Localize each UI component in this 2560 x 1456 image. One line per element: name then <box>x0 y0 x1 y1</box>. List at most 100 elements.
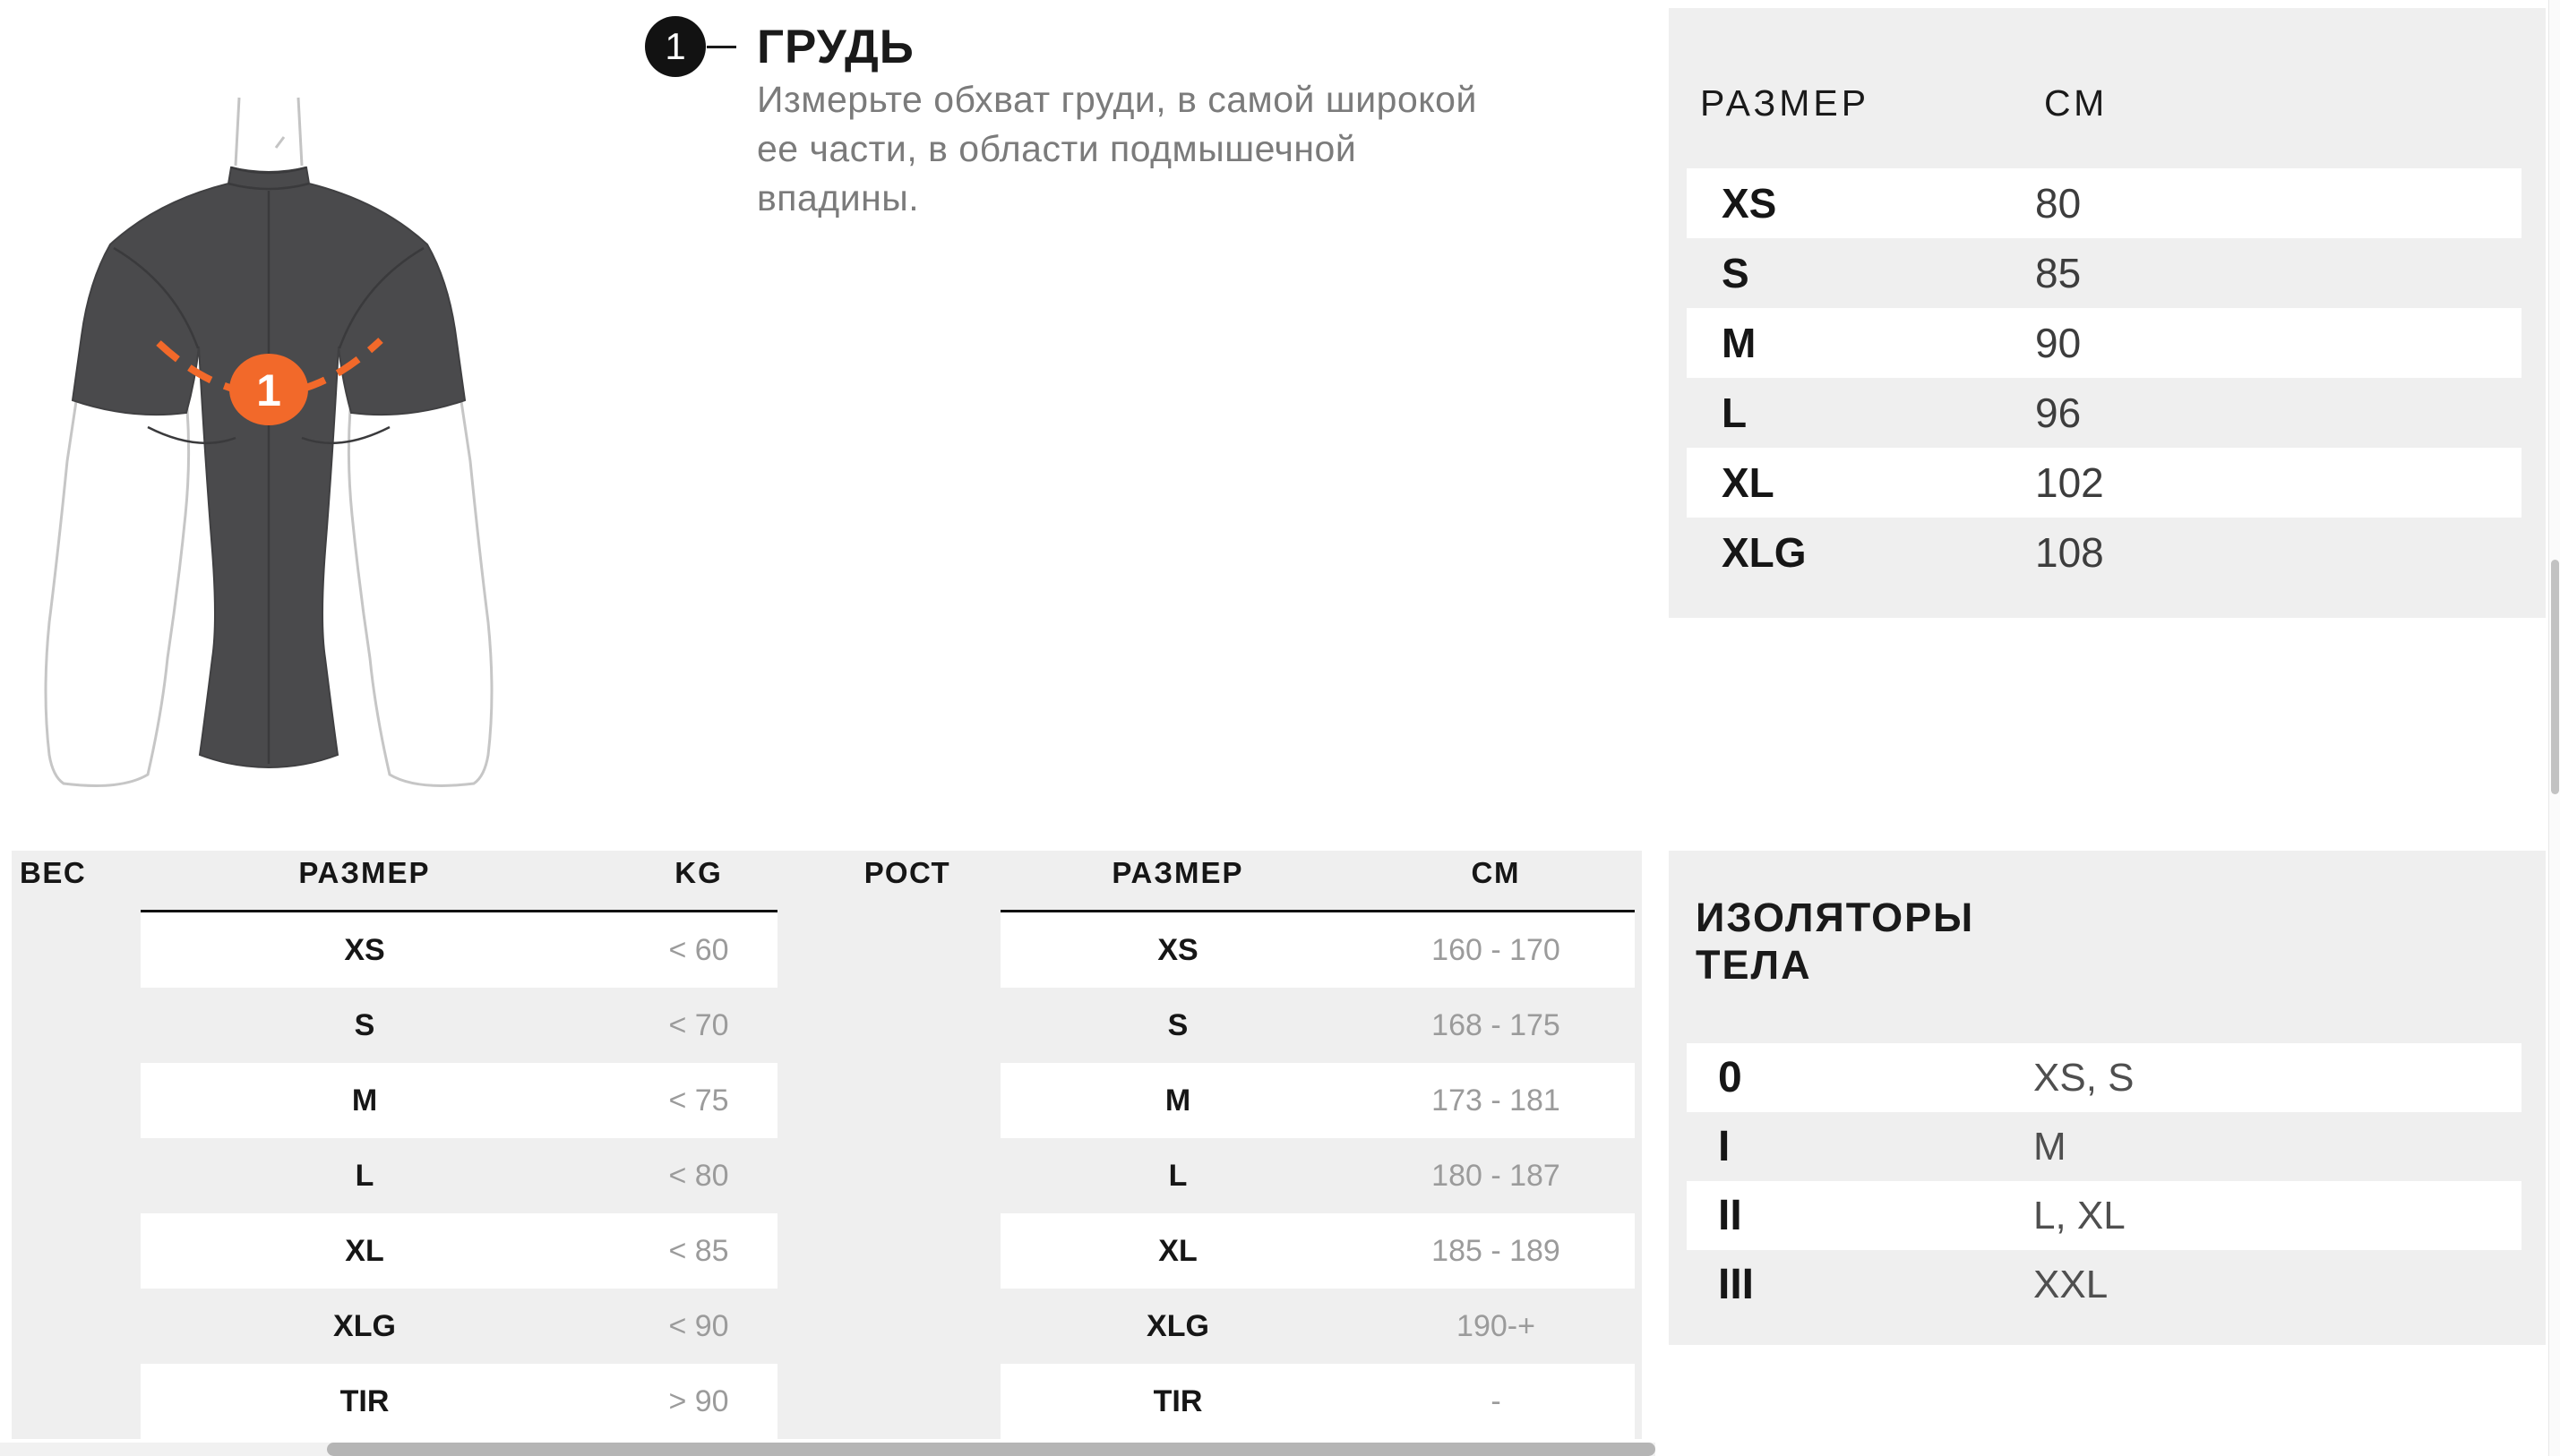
size-value: 85 <box>2035 250 2082 296</box>
size-label: L <box>1722 390 1748 436</box>
size-value: 108 <box>2035 529 2104 576</box>
table-row: XLG < 90 <box>141 1289 777 1364</box>
size-label: S <box>354 1008 375 1042</box>
insulator-sizes-value: L, XL <box>2033 1194 2126 1238</box>
table-divider <box>1001 910 1635 912</box>
height-group-label: РОСТ <box>863 856 951 889</box>
table-row: XS < 60 <box>141 912 777 988</box>
height-value: - <box>1490 1384 1501 1418</box>
step-description: Измерьте обхват груди, в самой широкой ее… <box>757 75 1477 223</box>
insulator-level-label: I <box>1718 1123 1731 1170</box>
insulator-level-label: II <box>1718 1192 1742 1239</box>
table-row: TIR > 90 <box>141 1364 777 1439</box>
height-table-header-unit: СМ <box>1471 856 1521 889</box>
weight-value: < 85 <box>668 1234 729 1268</box>
size-label: XLG <box>1722 529 1807 576</box>
size-label: TIR <box>339 1384 390 1418</box>
weight-value: < 75 <box>668 1083 729 1118</box>
size-value: 96 <box>2035 390 2082 436</box>
size-label: L <box>1168 1159 1188 1193</box>
weight-table-header-size: РАЗМЕР <box>298 856 431 889</box>
size-label: XLG <box>1147 1309 1209 1343</box>
weight-table: РАЗМЕР KG XS < 60 S < 70 M < 75 L < 80 X… <box>141 851 777 1439</box>
size-value: 90 <box>2035 320 2082 366</box>
vertical-scrollbar-thumb[interactable] <box>2551 560 2559 794</box>
height-value: 180 - 187 <box>1431 1159 1560 1193</box>
step-number-badge: 1 <box>645 16 706 77</box>
weight-height-panel: ВЕС РОСТ РАЗМЕР KG XS < 60 S < 70 M < 75… <box>12 851 1642 1439</box>
table-row: I M <box>1669 1112 2546 1181</box>
step-description-line: Измерьте обхват груди, в самой широкой <box>757 79 1477 120</box>
horizontal-scrollbar-thumb[interactable] <box>327 1443 1655 1456</box>
size-value: 80 <box>2035 180 2082 227</box>
height-value: 160 - 170 <box>1431 933 1560 967</box>
body-insulators-table: 0 XS, S I M II L, XL III XXL <box>1669 1043 2546 1319</box>
table-row: XL 185 - 189 <box>1001 1213 1635 1289</box>
horizontal-scrollbar-track[interactable] <box>0 1443 1655 1456</box>
chest-marker <box>229 354 308 425</box>
size-label: S <box>1167 1008 1189 1042</box>
table-row: M 90 <box>1669 308 2546 378</box>
table-row: S 85 <box>1669 238 2546 308</box>
step-description-line: впадины. <box>757 177 920 218</box>
table-divider <box>141 910 777 912</box>
body-insulators-panel: ИЗОЛЯТОРЫ ТЕЛА 0 XS, S I M II L, XL III X… <box>1669 851 2546 1345</box>
step-dash <box>707 46 736 48</box>
insulator-sizes-value: XXL <box>2033 1263 2109 1306</box>
table-row: XLG 190-+ <box>1001 1289 1635 1364</box>
table-row: L < 80 <box>141 1138 777 1213</box>
vertical-scrollbar-track[interactable] <box>2548 0 2560 1456</box>
height-value: 168 - 175 <box>1431 1008 1560 1042</box>
chest-table-header-size: РАЗМЕР <box>1700 82 1870 124</box>
table-row: III XXL <box>1669 1250 2546 1319</box>
chest-table: XS 80 S 85 M 90 L 96 XL 102 XLG 108 <box>1669 168 2546 587</box>
jersey-seams <box>113 166 425 764</box>
weight-value: > 90 <box>668 1384 729 1418</box>
weight-group-label: ВЕС <box>20 856 87 889</box>
chest-table-header-unit: СМ <box>2044 82 2109 124</box>
weight-value: < 60 <box>668 933 729 967</box>
insulator-level-label: 0 <box>1718 1054 1742 1101</box>
weight-table-header-unit: KG <box>674 856 723 889</box>
size-label: M <box>351 1083 378 1118</box>
table-row: 0 XS, S <box>1669 1043 2546 1112</box>
table-row: M 173 - 181 <box>1001 1063 1635 1138</box>
height-table: РАЗМЕР СМ XS 160 - 170 S 168 - 175 M 173… <box>1001 851 1635 1439</box>
jersey-measurement-illustration: 1 <box>44 97 494 787</box>
table-row: XLG 108 <box>1669 518 2546 587</box>
body-insulators-title-line: ТЕЛА <box>1696 942 1812 988</box>
height-value: 173 - 181 <box>1431 1083 1560 1118</box>
size-label: L <box>355 1159 374 1193</box>
insulator-sizes-value: XS, S <box>2033 1056 2135 1100</box>
table-row: XS 160 - 170 <box>1001 912 1635 988</box>
body-insulators-title-line: ИЗОЛЯТОРЫ <box>1696 895 1975 940</box>
weight-value: < 80 <box>668 1159 729 1193</box>
size-label: XL <box>345 1234 384 1268</box>
insulator-sizes-value: M <box>2033 1125 2066 1169</box>
arms-outline <box>44 388 494 787</box>
chest-marker-number: 1 <box>256 365 281 415</box>
chest-size-panel: РАЗМЕР СМ XS 80 S 85 M 90 L 96 XL 102 XL… <box>1669 8 2546 618</box>
table-row: XS 80 <box>1669 168 2546 238</box>
height-value: 185 - 189 <box>1431 1234 1560 1268</box>
table-row: S 168 - 175 <box>1001 988 1635 1063</box>
size-label: XS <box>1722 180 1777 227</box>
table-row: S < 70 <box>141 988 777 1063</box>
table-row: L 180 - 187 <box>1001 1138 1635 1213</box>
weight-value: < 70 <box>668 1008 729 1042</box>
height-value: 190-+ <box>1456 1309 1535 1343</box>
size-label: M <box>1722 320 1757 366</box>
insulator-level-label: III <box>1718 1261 1755 1308</box>
table-row: TIR - <box>1001 1364 1635 1439</box>
size-label: XS <box>344 933 385 967</box>
size-label: XL <box>1158 1234 1198 1268</box>
table-row: L 96 <box>1669 378 2546 448</box>
table-row: XL 102 <box>1669 448 2546 518</box>
size-label: TIR <box>1153 1384 1203 1418</box>
neck-outline <box>234 97 304 167</box>
size-label: XS <box>1157 933 1198 967</box>
size-label: S <box>1722 250 1749 296</box>
size-label: XLG <box>333 1309 396 1343</box>
weight-value: < 90 <box>668 1309 729 1343</box>
